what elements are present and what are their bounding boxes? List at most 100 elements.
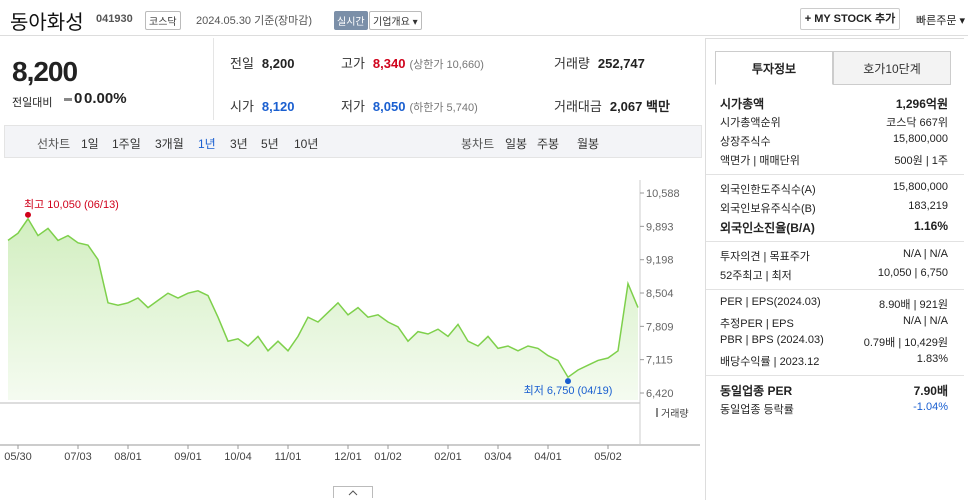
info-value: 1.83% [916,353,948,365]
x-tick-label: 07/03 [64,451,92,463]
label: 저가 [341,99,365,114]
change-rate: 0.00% [84,90,127,107]
info-label: 시가총액순위 [720,117,781,129]
market-badge: 코스닥 [145,11,181,30]
quote-open: 시가 8,120 [230,96,294,115]
info-label: 추정PER | EPS [720,318,794,330]
period-tab[interactable]: 3년 [230,137,248,151]
label: 거래대금 [554,99,602,114]
info-label: 투자의견 | 목표주가 [720,251,810,263]
stock-name: 동아화성 [10,12,84,34]
realtime-button[interactable]: 실시간 [334,11,368,30]
info-label: 외국인한도주식수(A) [720,184,816,196]
info-value: 1.16% [913,219,948,233]
info-row: 외국인한도주식수(A) 15,800,000 [720,181,948,200]
info-value: 500원 | 1주 [894,155,948,167]
info-row: 배당수익률 | 2023.12 1.83% [720,353,948,372]
info-value: -1.04% [913,401,948,413]
value: 8,200 [261,56,295,71]
info-row: 외국인보유주식수(B) 183,219 [720,200,948,219]
quote-high: 고가 8,340 (상한가 10,660) [341,53,484,72]
price-line [7,217,639,379]
limit: (하한가 5,740) [409,102,478,114]
limit: (상한가 10,660) [409,59,484,71]
period-tab[interactable]: 10년 [294,137,319,151]
info-row: 동일업종 등락률 -1.04% [720,401,948,420]
toggle-button[interactable] [333,486,373,498]
info-row: 액면가 | 매매단위 500원 | 1주 [720,152,948,171]
candle-tab[interactable]: 주봉 [537,137,560,151]
info-row: PBR | BPS (2024.03) 0.79배 | 10,429원 [720,334,948,353]
value: 2,067 [609,99,643,114]
info-label: 동일업종 PER [720,384,793,398]
info-value: 15,800,000 [892,181,948,193]
price-box: 8,200 전일대비 0 0.00% [0,38,214,120]
info-row: 동일업종 PER 7.90배 [720,382,948,401]
extreme-label: 최고 10,050 (06/13) [24,198,119,211]
period-tab[interactable]: 1주일 [112,137,141,151]
label: 전일 [230,56,254,71]
price-area [8,218,638,400]
info-row: 시가총액순위 코스닥 667위 [720,114,948,133]
quick-order-button[interactable]: 빠른주문 [916,12,965,28]
company-info-button[interactable]: 기업개요 [369,11,422,30]
info-tab[interactable]: 투자정보 [715,51,833,85]
line-chart-label: 선차트 [37,137,71,151]
x-tick-label: 10/04 [224,451,252,463]
info-tab[interactable]: 호가10단계 [833,51,951,85]
separator [706,241,964,242]
period-tab[interactable]: 1년 [198,137,216,151]
info-value: 183,219 [908,200,948,212]
x-tick-label: 03/04 [484,451,512,463]
stock-code: 041930 [96,13,133,25]
my-stock-button[interactable]: + MY STOCK 추가 [800,8,900,30]
separator [706,174,964,175]
info-row: PER | EPS(2024.03) 8.90배 | 921원 [720,296,948,315]
header: 동아화성 041930 코스닥 2024.05.30 기준(장마감) 실시간 기… [0,0,968,36]
info-value: 10,050 | 6,750 [877,267,948,279]
info-label: 52주최고 | 최저 [720,270,792,282]
info-value: N/A | N/A [902,315,948,327]
value: 252,747 [597,56,645,71]
period-tab[interactable]: 1일 [81,137,99,151]
value: 8,340 [372,56,406,71]
x-tick-label: 05/02 [594,451,622,463]
x-tick-label: 09/01 [174,451,202,463]
info-value: 8.90배 | 921원 [879,299,948,311]
period-tab[interactable]: 3개월 [155,137,184,151]
info-row: 상장주식수 15,800,000 [720,133,948,152]
y-tick-label: 10,588 [646,188,680,200]
info-row: 투자의견 | 목표주가 N/A | N/A [720,248,948,267]
info-label: 외국인소진율(B/A) [720,221,815,235]
info-row: 시가총액 1,296억원 [720,95,948,114]
price-chart: 6,420 7,115 7,809 8,504 9,198 9,893 10,588 05/3… [0,180,700,463]
period-tab[interactable]: 5년 [261,137,279,151]
y-tick-label: 7,115 [646,355,673,367]
info-value: 15,800,000 [892,133,948,145]
info-value: N/A | N/A [902,248,948,260]
info-value: 7.90배 [913,384,948,398]
candle-chart-label: 봉차트 [461,137,495,151]
info-label: 시가총액 [720,97,765,111]
x-tick-label: 08/01 [114,451,142,463]
current-price: 8,200 [12,56,78,87]
info-row: 52주최고 | 최저 10,050 | 6,750 [720,267,948,286]
label: 시가 [230,99,254,114]
volume-legend-swatch [656,408,658,417]
y-tick-label: 8,504 [646,288,674,300]
info-label: PBR | BPS (2024.03) [720,334,824,346]
date-basis: 기준(장마감) [254,15,313,27]
y-tick-label: 7,809 [646,321,674,333]
extreme-label: 최저 6,750 (04/19) [524,384,613,397]
label: 고가 [341,56,365,71]
x-tick-label: 11/01 [275,451,302,463]
separator [706,289,964,290]
unit: 백만 [646,99,670,114]
y-tick-label: 9,893 [646,221,674,233]
info-value: 0.79배 | 10,429원 [863,337,948,349]
candle-tab[interactable]: 월봉 [577,137,600,151]
candle-tab[interactable]: 일봉 [505,137,528,151]
y-tick-label: 9,198 [646,255,674,267]
change-label: 전일대비 [12,97,53,109]
